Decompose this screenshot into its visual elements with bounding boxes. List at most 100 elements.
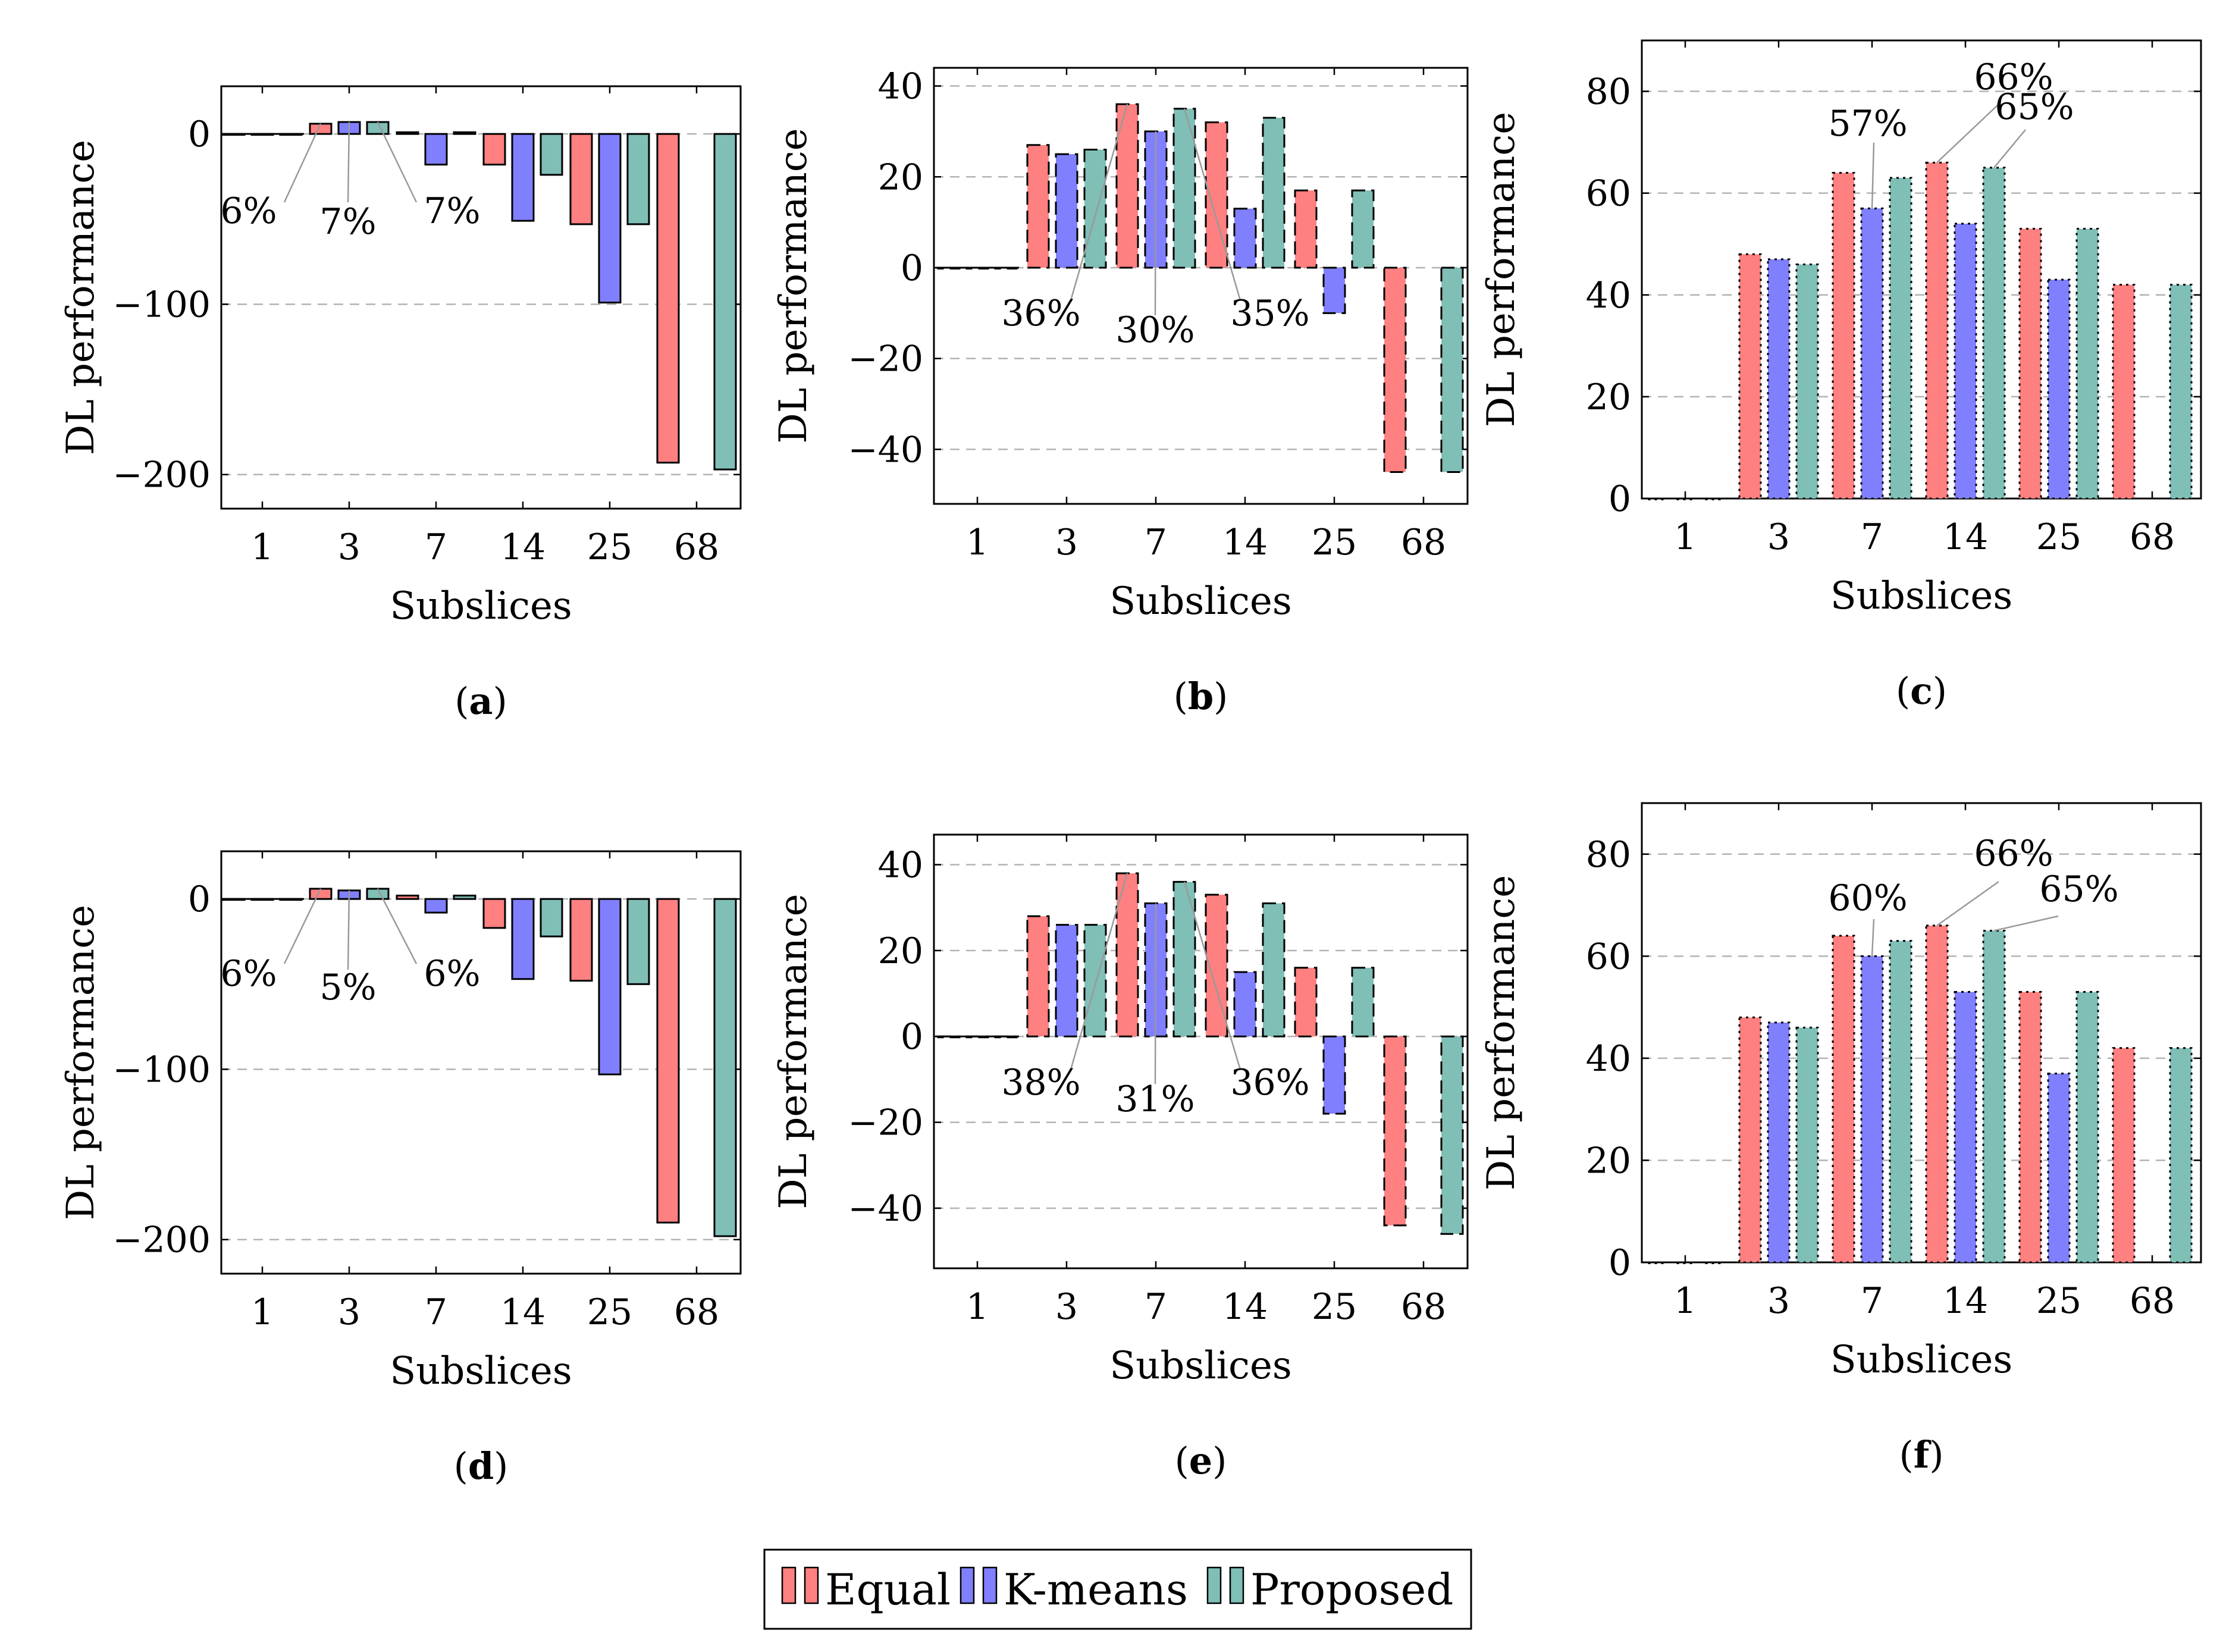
annotation-leader bbox=[1154, 131, 1157, 316]
bar-proposed-25 bbox=[626, 133, 650, 225]
chart-a: 0 −100 −200 1 3 7 14 25 68 6% 7% 7% Subslices DL perf… bbox=[59, 85, 742, 723]
bar-proposed-14 bbox=[1262, 117, 1285, 269]
annotation-leader bbox=[377, 121, 418, 203]
bar-proposed-25 bbox=[626, 898, 650, 985]
annotation-leader bbox=[1871, 919, 1875, 957]
bar-kmeans-3 bbox=[1055, 153, 1078, 269]
panel-caption: (f) bbox=[1899, 1433, 1943, 1477]
bar-equal-68 bbox=[2112, 1047, 2136, 1264]
annotation-leader bbox=[1993, 129, 2026, 168]
caption-part: ) bbox=[494, 1444, 508, 1488]
y-tick-label: 80 bbox=[1586, 834, 1631, 876]
bar-equal-68 bbox=[1383, 1035, 1407, 1227]
annotation-leader bbox=[1871, 142, 1875, 209]
bar-kmeans-25 bbox=[1322, 267, 1346, 314]
bar-kmeans-25 bbox=[2047, 1073, 2071, 1264]
bar-kmeans-7 bbox=[1860, 955, 1884, 1264]
x-tick-label: 1 bbox=[966, 1286, 989, 1328]
bar-proposed-14 bbox=[1982, 929, 2006, 1264]
bar-proposed-7 bbox=[1889, 177, 1912, 500]
chart-b: 40 20 0 −20 −40 1 3 7 14 25 68 36% 30% 35% Subslices DL… bbox=[772, 66, 1469, 718]
bar-kmeans-25 bbox=[598, 898, 622, 1076]
x-tick-label: 1 bbox=[1674, 1280, 1697, 1322]
annotation-label: 35% bbox=[1230, 293, 1309, 334]
bar-equal-3 bbox=[1738, 1016, 1762, 1264]
annotation-label: 5% bbox=[319, 967, 376, 1008]
bar-equal-14 bbox=[482, 898, 506, 929]
x-tick-label: 3 bbox=[338, 1291, 360, 1333]
annotation-label: 6% bbox=[220, 953, 277, 995]
caption-part: ( bbox=[1899, 1433, 1913, 1477]
bar-kmeans-7 bbox=[1860, 207, 1884, 500]
bar-proposed-25 bbox=[1351, 189, 1375, 269]
legend-swatch bbox=[1206, 1566, 1222, 1604]
x-tick-label: 25 bbox=[2036, 1280, 2081, 1322]
bar-proposed-25 bbox=[2075, 990, 2099, 1264]
legend-swatch bbox=[804, 1566, 819, 1604]
bar-kmeans-14 bbox=[511, 133, 535, 222]
x-tick-label: 7 bbox=[1145, 522, 1167, 563]
bar-kmeans-14 bbox=[1233, 971, 1257, 1037]
bar-equal-68 bbox=[1383, 267, 1407, 474]
bar-proposed-3 bbox=[366, 121, 390, 135]
annotation-label: 7% bbox=[424, 190, 480, 232]
bar-equal-68 bbox=[656, 133, 680, 464]
x-tick-label: 14 bbox=[1943, 516, 1988, 558]
y-tick-label: −200 bbox=[112, 454, 211, 496]
annotation-label: 6% bbox=[424, 953, 480, 995]
bar-equal-7 bbox=[1832, 171, 1855, 500]
y-tick-label: 0 bbox=[1609, 478, 1631, 520]
annotation-label: 57% bbox=[1828, 103, 1907, 145]
legend-label: K-means bbox=[1004, 1565, 1188, 1615]
annotation-label: 66% bbox=[1974, 57, 2053, 98]
x-axis-label: Subslices bbox=[1109, 1344, 1291, 1388]
bar-kmeans-3 bbox=[1055, 924, 1078, 1037]
bar-proposed-7 bbox=[1889, 940, 1912, 1264]
x-axis-label: Subslices bbox=[1830, 574, 2012, 618]
annotation-leader bbox=[1936, 104, 1999, 164]
y-tick-label: −20 bbox=[848, 338, 923, 380]
y-tick-label: 0 bbox=[901, 1016, 923, 1058]
bar-proposed-68 bbox=[2169, 1047, 2193, 1264]
bar-proposed-68 bbox=[2169, 284, 2193, 500]
panel-caption: (b) bbox=[1174, 675, 1228, 718]
bar-kmeans-3 bbox=[1767, 258, 1791, 500]
x-tick-label: 1 bbox=[251, 1291, 274, 1333]
y-axis-label: DL performance bbox=[772, 894, 816, 1209]
bar-equal-68 bbox=[2112, 284, 2136, 500]
bar-equal-68 bbox=[656, 898, 680, 1224]
x-tick-label: 14 bbox=[1222, 1286, 1268, 1328]
y-tick-label: 0 bbox=[901, 247, 923, 289]
annotation-leader bbox=[1993, 915, 2059, 932]
legend: Equal K-means Proposed bbox=[763, 1548, 1472, 1630]
chart-f: 0 20 40 60 80 1 3 7 14 25 68 66% 60% 65% Subslices DL p… bbox=[1479, 802, 2202, 1477]
legend-label: Equal bbox=[825, 1565, 951, 1615]
legend-label: Proposed bbox=[1250, 1565, 1453, 1615]
y-tick-label: −100 bbox=[112, 284, 211, 325]
x-axis-label: Subslices bbox=[1109, 579, 1291, 623]
y-tick-label: −20 bbox=[848, 1102, 923, 1144]
caption-part: ( bbox=[454, 679, 469, 723]
x-axis-label: Subslices bbox=[390, 1349, 572, 1393]
x-tick-label: 25 bbox=[1312, 522, 1357, 563]
bar-equal-25 bbox=[569, 133, 593, 225]
y-tick-label: 80 bbox=[1586, 71, 1631, 113]
bar-proposed-68 bbox=[1440, 1035, 1464, 1235]
bar-proposed-3 bbox=[1083, 148, 1107, 269]
legend-swatch bbox=[1229, 1566, 1244, 1604]
plot-frame bbox=[1641, 802, 2202, 1264]
caption-part: ) bbox=[1214, 675, 1228, 718]
bar-proposed-25 bbox=[2075, 228, 2099, 500]
plot-frame bbox=[933, 67, 1469, 505]
annotation-leader bbox=[377, 888, 418, 964]
y-tick-label: −40 bbox=[848, 429, 923, 471]
annotation-leader bbox=[1183, 108, 1241, 301]
x-tick-label: 3 bbox=[1055, 1286, 1078, 1328]
annotation-label: 65% bbox=[2039, 869, 2118, 910]
bar-kmeans-25 bbox=[598, 133, 622, 304]
bar-equal-14 bbox=[1925, 924, 1949, 1264]
bar-proposed-68 bbox=[713, 133, 737, 471]
y-tick-label: −40 bbox=[848, 1188, 923, 1230]
y-tick-label: 0 bbox=[1609, 1242, 1631, 1284]
